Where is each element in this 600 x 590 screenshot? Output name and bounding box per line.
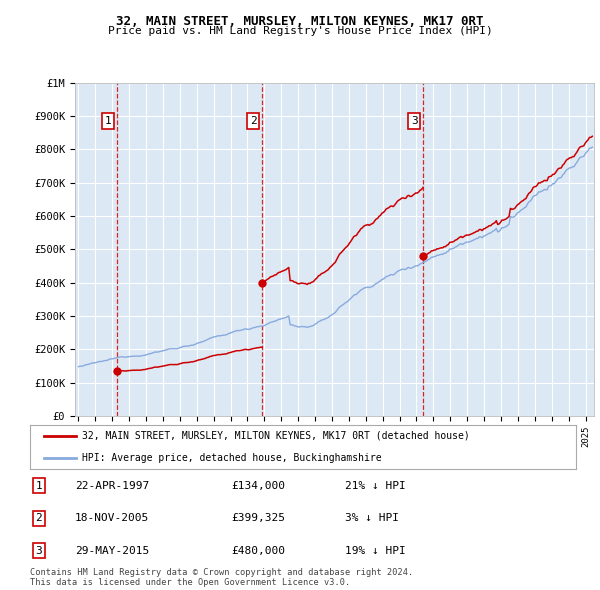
- Text: Price paid vs. HM Land Registry's House Price Index (HPI): Price paid vs. HM Land Registry's House …: [107, 26, 493, 36]
- Text: 3: 3: [35, 546, 43, 556]
- Text: £134,000: £134,000: [231, 481, 285, 491]
- Text: 3: 3: [411, 116, 418, 126]
- Text: 21% ↓ HPI: 21% ↓ HPI: [345, 481, 406, 491]
- Text: 18-NOV-2005: 18-NOV-2005: [75, 513, 149, 523]
- Text: 3% ↓ HPI: 3% ↓ HPI: [345, 513, 399, 523]
- Text: 1: 1: [35, 481, 43, 491]
- Text: £399,325: £399,325: [231, 513, 285, 523]
- Text: 32, MAIN STREET, MURSLEY, MILTON KEYNES, MK17 0RT: 32, MAIN STREET, MURSLEY, MILTON KEYNES,…: [116, 15, 484, 28]
- Text: 32, MAIN STREET, MURSLEY, MILTON KEYNES, MK17 0RT (detached house): 32, MAIN STREET, MURSLEY, MILTON KEYNES,…: [82, 431, 470, 441]
- Text: 29-MAY-2015: 29-MAY-2015: [75, 546, 149, 556]
- Text: 2: 2: [250, 116, 257, 126]
- Text: £480,000: £480,000: [231, 546, 285, 556]
- Text: 22-APR-1997: 22-APR-1997: [75, 481, 149, 491]
- Text: 2: 2: [35, 513, 43, 523]
- Text: 19% ↓ HPI: 19% ↓ HPI: [345, 546, 406, 556]
- Text: Contains HM Land Registry data © Crown copyright and database right 2024.
This d: Contains HM Land Registry data © Crown c…: [30, 568, 413, 587]
- Text: HPI: Average price, detached house, Buckinghamshire: HPI: Average price, detached house, Buck…: [82, 453, 382, 463]
- Text: 1: 1: [105, 116, 112, 126]
